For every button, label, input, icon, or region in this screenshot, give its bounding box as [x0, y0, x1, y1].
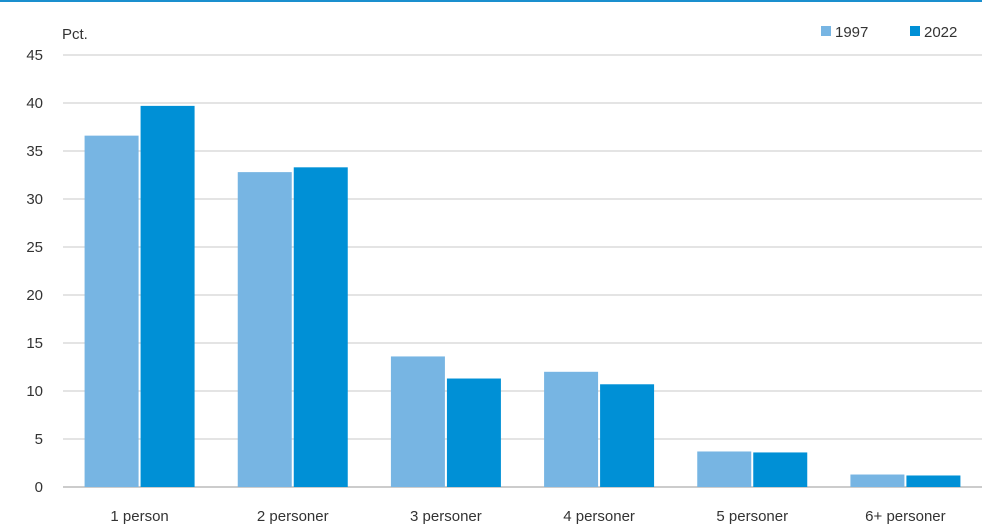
bar-2022-5-personer	[753, 452, 808, 487]
legend-label-1997: 1997	[835, 24, 868, 41]
y-axis: 0 5 10 15 20 25 30 35 40 45	[26, 47, 43, 496]
bar-2022-6-personer	[906, 475, 961, 487]
y-tick-label: 20	[26, 287, 43, 304]
bar-2022-2-personer	[293, 167, 348, 487]
bar-1997-2-personer	[237, 172, 292, 487]
bar-1997-3-personer	[390, 356, 445, 487]
x-tick-label: 6+ personer	[865, 508, 945, 525]
gridlines	[63, 54, 982, 488]
y-tick-label: 15	[26, 335, 43, 352]
x-tick-label: 5 personer	[716, 508, 788, 525]
x-tick-label: 1 person	[110, 508, 168, 525]
bar-1997-4-personer	[544, 371, 599, 487]
top-rule	[0, 0, 982, 2]
legend-swatch-2022	[910, 26, 920, 36]
x-axis: 1 person 2 personer 3 personer 4 personer 5 …	[110, 508, 945, 525]
legend-label-2022: 2022	[924, 24, 957, 41]
bar-2022-1-person	[140, 105, 195, 487]
y-tick-label: 40	[26, 95, 43, 112]
y-tick-label: 30	[26, 191, 43, 208]
y-tick-label: 45	[26, 47, 43, 64]
x-tick-label: 2 personer	[257, 508, 329, 525]
y-tick-label: 25	[26, 239, 43, 256]
x-tick-label: 4 personer	[563, 508, 635, 525]
bar-1997-6-personer	[850, 474, 905, 487]
bar-1997-1-person	[84, 135, 139, 487]
legend-swatch-1997	[821, 26, 831, 36]
bar-1997-5-personer	[697, 451, 752, 487]
x-tick-label: 3 personer	[410, 508, 482, 525]
y-tick-label: 0	[35, 479, 43, 496]
y-tick-label: 10	[26, 383, 43, 400]
y-tick-label: 5	[35, 431, 43, 448]
bar-2022-4-personer	[600, 384, 655, 487]
legend: 1997 2022	[821, 24, 957, 41]
y-tick-label: 35	[26, 143, 43, 160]
bar-2022-3-personer	[446, 378, 501, 487]
y-axis-unit-label: Pct.	[62, 26, 88, 43]
bars	[84, 105, 961, 487]
